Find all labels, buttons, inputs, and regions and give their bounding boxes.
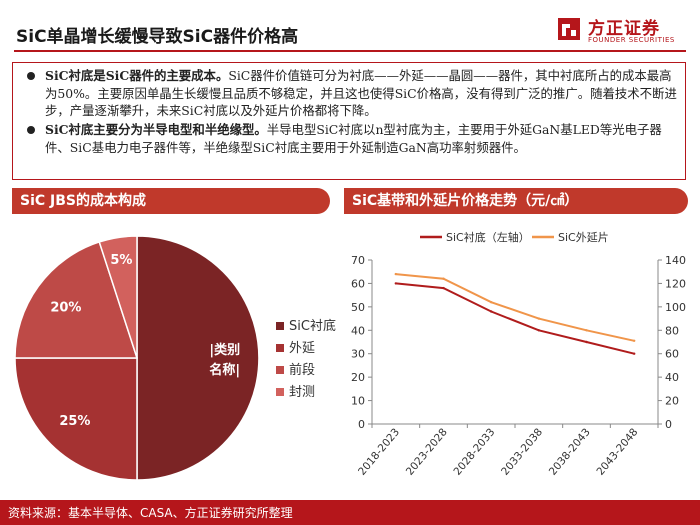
y-tick-label-left: 10 bbox=[351, 395, 365, 408]
bullet-1-text: SiC衬底是SiC器件的主要成本。SiC器件价值链可分为衬底——外延——晶圆——… bbox=[45, 67, 677, 120]
legend-label: 前段 bbox=[289, 362, 315, 378]
source-note: 资料来源：基本半导体、CASA、方正证券研究所整理 bbox=[8, 506, 293, 520]
x-tick-label: 2043-2048 bbox=[594, 426, 640, 478]
y-tick-label-right: 0 bbox=[665, 418, 672, 431]
data-point bbox=[442, 277, 445, 280]
legend-label: SiC衬底（左轴） bbox=[446, 230, 530, 244]
legend-swatch bbox=[276, 366, 284, 374]
logo-text-cn: 方正证券 bbox=[588, 19, 660, 39]
data-point bbox=[490, 301, 493, 304]
y-tick-label-right: 140 bbox=[665, 254, 686, 267]
x-tick-label: 2023-2028 bbox=[404, 426, 450, 478]
data-point bbox=[585, 340, 588, 344]
data-point bbox=[633, 339, 636, 342]
line-panel-title: SiC基带和外延片价格走势（元/㎠） bbox=[352, 193, 579, 209]
founder-logo-icon bbox=[558, 18, 580, 40]
logo-text-en: FOUNDER SECURITIES bbox=[588, 36, 675, 44]
legend-swatch bbox=[276, 322, 284, 330]
pie-slice-label: 20% bbox=[50, 300, 81, 315]
pie-slice bbox=[98, 235, 138, 359]
legend-swatch bbox=[276, 388, 284, 396]
pie-slice bbox=[14, 241, 139, 359]
legend-label: SiC外延片 bbox=[558, 231, 609, 244]
bullet-2-text: SiC衬底主要分为半导电型和半绝缘型。半导电型SiC衬底以n型衬底为主，主要用于… bbox=[45, 121, 677, 156]
pie-slice-label: |类别名称| bbox=[209, 342, 240, 378]
line-panel-header: SiC基带和外延片价格走势（元/㎠） bbox=[344, 188, 688, 214]
pie-slice-label: 5% bbox=[110, 253, 132, 268]
summary-box: SiC衬底是SiC器件的主要成本。SiC器件价值链可分为衬底——外延——晶圆——… bbox=[12, 62, 686, 180]
data-point bbox=[394, 272, 397, 276]
bullet-1-body: SiC器件价值链可分为衬底——外延——晶圆——器件，其中衬底所占的成本最高为50… bbox=[45, 68, 677, 118]
y-tick-label-left: 0 bbox=[358, 418, 365, 431]
data-point bbox=[633, 352, 636, 355]
legend-label: 封测 bbox=[289, 385, 315, 400]
y-tick-label-right: 120 bbox=[665, 277, 686, 290]
data-point bbox=[394, 282, 397, 285]
y-tick-label-right: 40 bbox=[665, 371, 679, 384]
y-tick-label-right: 60 bbox=[665, 348, 679, 361]
company-logo: 方正证券 FOUNDER SECURITIES bbox=[556, 14, 686, 48]
legend-label: 外延 bbox=[289, 341, 315, 356]
y-tick-label-right: 80 bbox=[665, 324, 679, 337]
data-point bbox=[537, 317, 540, 320]
legend-swatch bbox=[276, 344, 284, 352]
data-point bbox=[442, 286, 445, 290]
pie-panel-header: SiC JBS的成本构成 bbox=[12, 188, 330, 214]
data-point bbox=[537, 329, 540, 332]
legend-label: SiC衬底 bbox=[289, 318, 336, 334]
data-point bbox=[585, 329, 588, 332]
pie-slice-label: 25% bbox=[59, 414, 90, 429]
x-tick-label: 2028-2033 bbox=[451, 426, 497, 478]
bullet-dot-icon bbox=[27, 126, 35, 134]
y-tick-label-left: 60 bbox=[351, 277, 365, 290]
page-title: SiC单晶增长缓慢导致SiC器件价格高 bbox=[16, 27, 299, 47]
bullet-2-body: 半导电型SiC衬底以n型衬底为主，主要用于外延GaN基LED等光电子器件、SiC… bbox=[45, 122, 662, 155]
x-tick-label: 2018-2023 bbox=[356, 426, 402, 478]
bullet-1-lead: SiC衬底是SiC器件的主要成本。 bbox=[45, 68, 229, 83]
pie-slice bbox=[136, 235, 260, 481]
summary-bullet-2: SiC衬底主要分为半导电型和半绝缘型。半导电型SiC衬底以n型衬底为主，主要用于… bbox=[27, 121, 677, 156]
y-tick-label-left: 70 bbox=[351, 254, 365, 267]
y-tick-label-left: 20 bbox=[351, 371, 365, 384]
title-divider bbox=[14, 50, 686, 52]
y-tick-label-left: 40 bbox=[351, 324, 365, 337]
line-chart: 0 10 20 30 40 50 60 70 0 20 40 60 80 100 120 140 2018-20… bbox=[351, 230, 686, 478]
pie-slice bbox=[14, 357, 138, 481]
y-tick-label-right: 100 bbox=[665, 301, 686, 314]
data-point bbox=[490, 310, 493, 313]
y-tick-label-left: 30 bbox=[351, 348, 365, 361]
y-tick-label-right: 20 bbox=[665, 395, 679, 408]
x-tick-label: 2033-2038 bbox=[499, 426, 545, 478]
summary-bullet-1: SiC衬底是SiC器件的主要成本。SiC器件价值链可分为衬底——外延——晶圆——… bbox=[27, 67, 677, 120]
pie-panel-title: SiC JBS的成本构成 bbox=[20, 193, 146, 209]
series-line bbox=[395, 273, 635, 342]
footer-bar: 资料来源：基本半导体、CASA、方正证券研究所整理 bbox=[0, 500, 700, 525]
series-line bbox=[395, 282, 635, 355]
bullet-dot-icon bbox=[27, 72, 35, 80]
x-tick-label: 2038-2043 bbox=[547, 426, 593, 478]
y-tick-label-left: 50 bbox=[351, 301, 365, 314]
bullet-2-lead: SiC衬底主要分为半导电型和半绝缘型。 bbox=[45, 122, 267, 137]
